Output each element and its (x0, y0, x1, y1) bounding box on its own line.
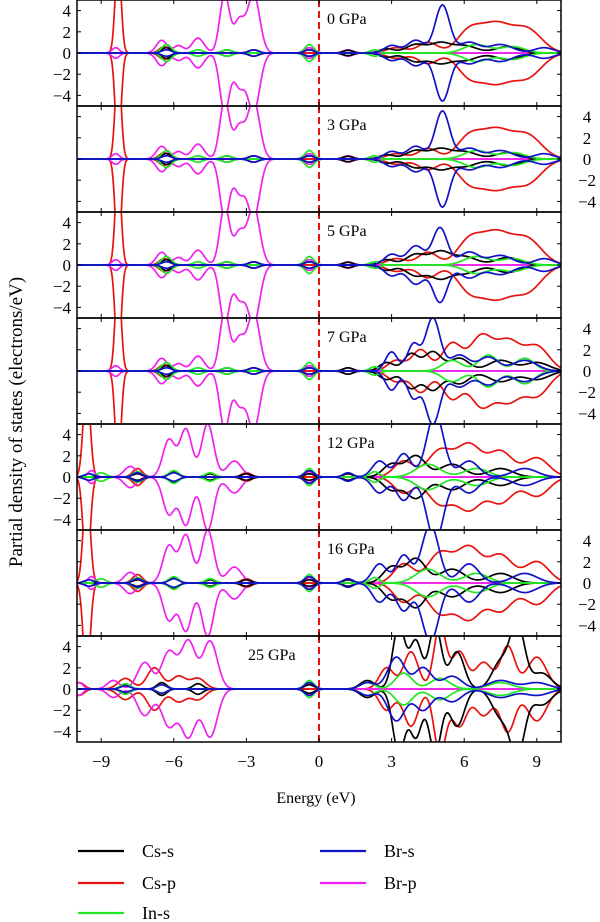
x-axis: −9 −6 −3 0 3 6 9 (92, 752, 541, 771)
series-br-s-line (77, 688, 561, 722)
x-tick-label: −3 (237, 752, 255, 771)
y-tick-label: −4 (53, 86, 72, 105)
x-tick-label: 0 (315, 752, 324, 771)
y-tick-label: −4 (578, 616, 597, 635)
x-tick-label: 6 (460, 752, 469, 771)
y-tick-label: −2 (53, 65, 71, 84)
panels: 4 2 0 −2 −4 0 GPa 4 2 0 −2 −4 3 GPa 4 2 0 −2 −4 5 GPa 4 2 0 −… (53, 0, 597, 743)
y-tick-label: 4 (63, 2, 72, 21)
series-br-s-line (77, 52, 561, 102)
pdos-panel: 4 2 0 −2 −4 5 GPa (53, 211, 562, 319)
y-tick-label: −2 (578, 595, 596, 614)
y-tick-label: −2 (53, 489, 71, 508)
series-br-s-line (77, 158, 561, 208)
y-tick-label: 2 (63, 659, 72, 678)
x-axis-label: Energy (eV) (276, 790, 355, 807)
pdos-panel: 4 2 0 −2 −4 16 GPa (76, 529, 597, 637)
pdos-panel: 4 2 0 −2 −4 25 GPa (53, 635, 562, 743)
y-tick-label: 0 (63, 256, 72, 275)
y-axis-label: Partial density of states (electrons/eV) (6, 277, 27, 567)
panel-pressure-label: 7 GPa (327, 329, 367, 346)
series-cs-s-line (77, 688, 561, 742)
y-tick-label: −4 (578, 404, 597, 423)
y-tick-label: 2 (583, 129, 592, 148)
y-tick-label: 2 (63, 235, 72, 254)
panel-pressure-label: 25 GPa (248, 647, 296, 664)
legend-item-in-s: In-s (78, 903, 170, 922)
y-tick-label: −2 (53, 277, 71, 296)
legend: Cs-s Cs-p In-s Br-s Br-p (78, 841, 417, 922)
y-tick-label: 4 (63, 426, 72, 445)
y-tick-label: 4 (583, 532, 592, 551)
y-tick-label: 0 (583, 150, 592, 169)
x-tick-label: −6 (165, 752, 183, 771)
series-br-s-line (77, 370, 561, 424)
legend-label: Br-p (384, 873, 417, 893)
series-br-s-line (77, 264, 561, 304)
y-tick-label: −4 (53, 722, 72, 741)
pdos-panel: 4 2 0 −2 −4 3 GPa (76, 105, 597, 213)
y-tick-label: 2 (583, 553, 592, 572)
x-tick-label: −9 (92, 752, 110, 771)
y-tick-label: −2 (578, 383, 596, 402)
y-tick-label: −4 (578, 192, 597, 211)
panel-pressure-label: 16 GPa (327, 541, 375, 558)
y-tick-label: 2 (63, 447, 72, 466)
y-tick-label: 0 (583, 362, 592, 381)
y-tick-label: 0 (583, 574, 592, 593)
x-tick-label: 3 (387, 752, 396, 771)
y-tick-label: 4 (63, 214, 72, 233)
y-tick-label: 2 (63, 23, 72, 42)
panel-pressure-label: 3 GPa (327, 117, 367, 134)
y-tick-label: 4 (583, 108, 592, 127)
y-tick-label: 4 (63, 638, 72, 657)
legend-item-br-s: Br-s (320, 841, 415, 861)
legend-label: Cs-s (142, 841, 174, 861)
x-tick-label: 9 (533, 752, 542, 771)
legend-label: In-s (142, 903, 170, 922)
legend-label: Br-s (384, 841, 415, 861)
panel-pressure-label: 0 GPa (327, 11, 367, 28)
legend-item-br-p: Br-p (320, 873, 417, 893)
y-tick-label: 2 (583, 341, 592, 360)
y-tick-label: 4 (583, 320, 592, 339)
pdos-panel: 4 2 0 −2 −4 7 GPa (76, 317, 597, 425)
y-tick-label: −4 (53, 298, 72, 317)
series-br-s-line (77, 582, 561, 636)
y-tick-label: 0 (63, 44, 72, 63)
legend-item-cs-s: Cs-s (78, 841, 174, 861)
series-br-s-line (77, 476, 561, 530)
legend-label: Cs-p (142, 873, 176, 893)
panel-pressure-label: 5 GPa (327, 223, 367, 240)
pdos-panel: 4 2 0 −2 −4 12 GPa (53, 423, 562, 531)
y-tick-label: −2 (53, 701, 71, 720)
y-tick-label: −2 (578, 171, 596, 190)
panel-pressure-label: 12 GPa (327, 435, 375, 452)
series-br-s-line (77, 656, 561, 690)
y-tick-label: 0 (63, 680, 72, 699)
pdos-panel: 4 2 0 −2 −4 0 GPa (53, 0, 562, 107)
legend-item-cs-p: Cs-p (78, 873, 176, 893)
y-tick-label: −4 (53, 510, 72, 529)
y-tick-label: 0 (63, 468, 72, 487)
